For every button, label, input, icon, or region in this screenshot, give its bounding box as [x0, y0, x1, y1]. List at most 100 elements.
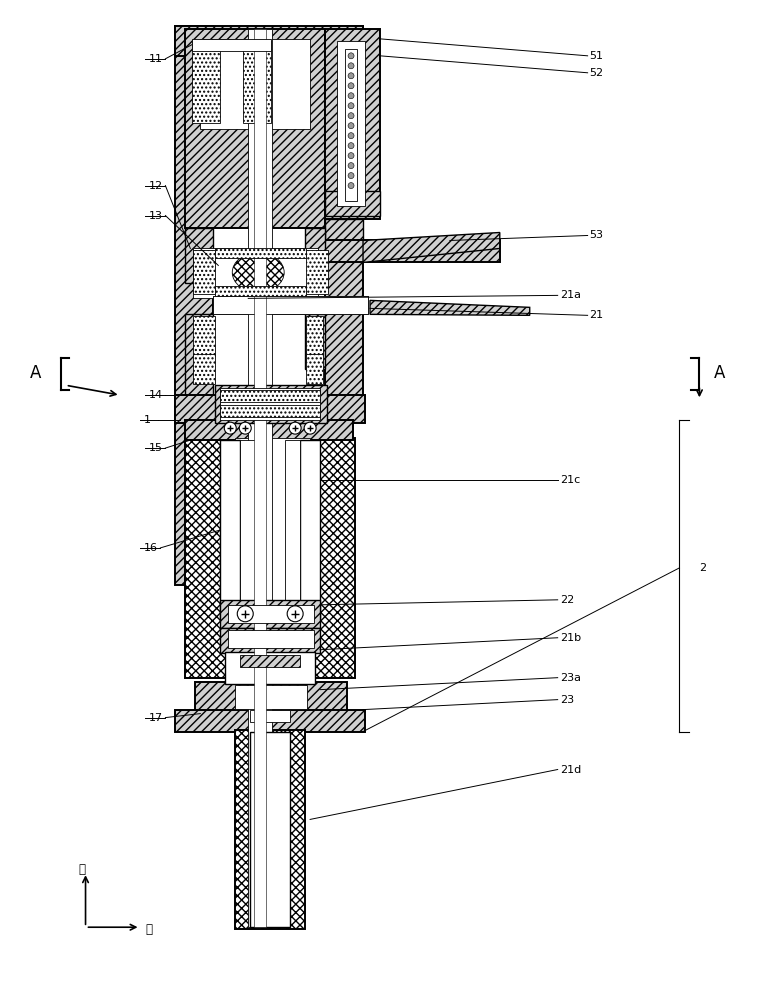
Circle shape	[348, 113, 354, 119]
Text: 2: 2	[699, 563, 706, 573]
Text: 22: 22	[559, 595, 574, 605]
Bar	[229, 605, 314, 623]
Text: A: A	[30, 364, 42, 382]
Bar	[215, 385, 327, 423]
Circle shape	[348, 183, 354, 189]
Bar	[185, 438, 235, 678]
Bar	[325, 219, 363, 246]
Text: 21: 21	[590, 310, 604, 320]
Bar	[235, 685, 307, 709]
Text: 14: 14	[148, 390, 163, 400]
Circle shape	[348, 153, 354, 159]
Bar	[226, 652, 315, 684]
Bar	[235, 438, 310, 678]
Bar	[193, 248, 318, 298]
Bar	[325, 26, 363, 415]
Bar	[220, 405, 320, 417]
Text: 17: 17	[148, 713, 163, 723]
Text: 21a: 21a	[559, 290, 581, 300]
Bar	[192, 39, 271, 51]
Bar	[176, 26, 363, 56]
Circle shape	[348, 53, 354, 59]
Bar	[235, 730, 305, 929]
Circle shape	[348, 83, 354, 89]
Bar	[193, 250, 215, 294]
Bar	[251, 710, 290, 722]
Bar	[325, 240, 500, 262]
Bar	[215, 248, 306, 258]
Text: 16: 16	[143, 543, 157, 553]
Bar	[306, 250, 328, 294]
Circle shape	[304, 422, 316, 434]
Circle shape	[237, 606, 254, 622]
Bar	[229, 630, 314, 648]
Bar	[215, 286, 306, 296]
Bar	[306, 354, 323, 384]
Text: 51: 51	[590, 51, 603, 61]
Bar	[345, 49, 357, 201]
Bar	[325, 191, 380, 216]
Bar	[305, 438, 355, 678]
Bar	[305, 228, 325, 283]
Bar	[243, 41, 271, 123]
Bar	[193, 316, 215, 356]
Bar	[213, 296, 368, 314]
Bar	[176, 710, 365, 732]
Text: 13: 13	[148, 211, 163, 221]
Circle shape	[239, 422, 251, 434]
Bar	[185, 228, 213, 283]
Bar	[185, 420, 353, 440]
Text: 11: 11	[148, 54, 163, 64]
Bar	[220, 600, 320, 628]
Circle shape	[348, 143, 354, 149]
Bar	[220, 628, 320, 653]
Text: 23a: 23a	[559, 673, 581, 683]
Circle shape	[287, 606, 303, 622]
Polygon shape	[370, 300, 530, 315]
Bar	[201, 39, 310, 129]
Text: 53: 53	[590, 230, 603, 240]
Bar	[185, 314, 213, 399]
Bar	[285, 440, 300, 630]
Bar	[305, 314, 325, 369]
Bar	[248, 29, 273, 927]
Text: 上: 上	[78, 863, 85, 876]
Polygon shape	[363, 232, 500, 262]
Circle shape	[348, 73, 354, 79]
Bar	[192, 41, 220, 123]
Circle shape	[348, 133, 354, 139]
Circle shape	[348, 163, 354, 169]
Bar	[193, 354, 215, 384]
Circle shape	[224, 422, 236, 434]
Bar	[213, 296, 368, 314]
Bar	[306, 316, 323, 356]
Bar	[176, 26, 213, 585]
Bar	[176, 395, 365, 423]
Bar	[251, 732, 290, 927]
Bar	[220, 390, 320, 402]
Bar	[337, 41, 365, 206]
Circle shape	[348, 123, 354, 129]
Circle shape	[289, 422, 301, 434]
Bar	[240, 655, 300, 667]
Text: 21d: 21d	[559, 765, 581, 775]
Text: 1: 1	[143, 415, 151, 425]
Text: 23: 23	[559, 695, 574, 705]
Bar	[220, 440, 240, 620]
Bar	[185, 29, 325, 228]
Text: 右: 右	[145, 923, 152, 936]
Bar	[254, 29, 266, 927]
Text: 12: 12	[148, 181, 163, 191]
Bar	[220, 388, 320, 420]
Bar	[325, 29, 380, 219]
Text: A: A	[714, 364, 725, 382]
Ellipse shape	[232, 252, 284, 292]
Text: 21b: 21b	[559, 633, 581, 643]
Text: 52: 52	[590, 68, 604, 78]
Text: 21c: 21c	[559, 475, 580, 485]
Circle shape	[348, 103, 354, 109]
Bar	[300, 440, 320, 620]
Circle shape	[348, 93, 354, 99]
Text: 15: 15	[148, 443, 163, 453]
Circle shape	[348, 173, 354, 179]
